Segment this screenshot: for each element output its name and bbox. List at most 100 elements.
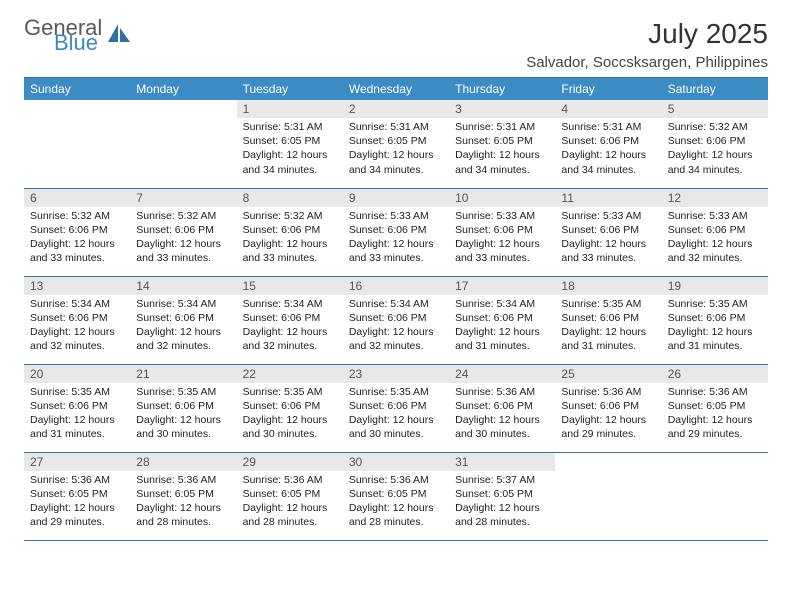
- calendar-cell: 15Sunrise: 5:34 AMSunset: 6:06 PMDayligh…: [237, 276, 343, 364]
- calendar-cell: 13Sunrise: 5:34 AMSunset: 6:06 PMDayligh…: [24, 276, 130, 364]
- day-details: Sunrise: 5:33 AMSunset: 6:06 PMDaylight:…: [343, 207, 449, 270]
- calendar-cell: 21Sunrise: 5:35 AMSunset: 6:06 PMDayligh…: [130, 364, 236, 452]
- day-details: Sunrise: 5:35 AMSunset: 6:06 PMDaylight:…: [555, 295, 661, 358]
- day-details: Sunrise: 5:32 AMSunset: 6:06 PMDaylight:…: [237, 207, 343, 270]
- day-details: Sunrise: 5:36 AMSunset: 6:05 PMDaylight:…: [237, 471, 343, 534]
- day-number: 14: [130, 277, 236, 295]
- month-title: July 2025: [526, 18, 768, 50]
- calendar-cell: 29Sunrise: 5:36 AMSunset: 6:05 PMDayligh…: [237, 452, 343, 540]
- day-details: Sunrise: 5:32 AMSunset: 6:06 PMDaylight:…: [24, 207, 130, 270]
- day-number: 26: [662, 365, 768, 383]
- calendar-cell: 8Sunrise: 5:32 AMSunset: 6:06 PMDaylight…: [237, 188, 343, 276]
- day-details: Sunrise: 5:34 AMSunset: 6:06 PMDaylight:…: [343, 295, 449, 358]
- title-block: July 2025 Salvador, Soccsksargen, Philip…: [526, 18, 768, 71]
- day-number: 25: [555, 365, 661, 383]
- day-details: Sunrise: 5:37 AMSunset: 6:05 PMDaylight:…: [449, 471, 555, 534]
- day-number: 12: [662, 189, 768, 207]
- day-number: 1: [237, 100, 343, 118]
- day-details: Sunrise: 5:35 AMSunset: 6:06 PMDaylight:…: [130, 383, 236, 446]
- day-number: 20: [24, 365, 130, 383]
- calendar-cell: 4Sunrise: 5:31 AMSunset: 6:06 PMDaylight…: [555, 100, 661, 188]
- day-number: 5: [662, 100, 768, 118]
- weekday-header: Tuesday: [237, 78, 343, 101]
- day-details: Sunrise: 5:31 AMSunset: 6:05 PMDaylight:…: [343, 118, 449, 181]
- day-details: Sunrise: 5:36 AMSunset: 6:05 PMDaylight:…: [343, 471, 449, 534]
- calendar-cell: 25Sunrise: 5:36 AMSunset: 6:06 PMDayligh…: [555, 364, 661, 452]
- day-details: Sunrise: 5:31 AMSunset: 6:05 PMDaylight:…: [237, 118, 343, 181]
- calendar-cell: 27Sunrise: 5:36 AMSunset: 6:05 PMDayligh…: [24, 452, 130, 540]
- day-details: Sunrise: 5:34 AMSunset: 6:06 PMDaylight:…: [449, 295, 555, 358]
- day-details: Sunrise: 5:31 AMSunset: 6:06 PMDaylight:…: [555, 118, 661, 181]
- day-number: 15: [237, 277, 343, 295]
- day-details: Sunrise: 5:35 AMSunset: 6:06 PMDaylight:…: [343, 383, 449, 446]
- calendar-cell: 20Sunrise: 5:35 AMSunset: 6:06 PMDayligh…: [24, 364, 130, 452]
- day-number: 22: [237, 365, 343, 383]
- calendar-cell: 23Sunrise: 5:35 AMSunset: 6:06 PMDayligh…: [343, 364, 449, 452]
- day-details: Sunrise: 5:34 AMSunset: 6:06 PMDaylight:…: [130, 295, 236, 358]
- calendar-cell: 9Sunrise: 5:33 AMSunset: 6:06 PMDaylight…: [343, 188, 449, 276]
- calendar-cell: 31Sunrise: 5:37 AMSunset: 6:05 PMDayligh…: [449, 452, 555, 540]
- day-details: Sunrise: 5:32 AMSunset: 6:06 PMDaylight:…: [130, 207, 236, 270]
- calendar-cell: 3Sunrise: 5:31 AMSunset: 6:05 PMDaylight…: [449, 100, 555, 188]
- day-number: 18: [555, 277, 661, 295]
- day-details: Sunrise: 5:35 AMSunset: 6:06 PMDaylight:…: [662, 295, 768, 358]
- day-number: 8: [237, 189, 343, 207]
- day-number: 3: [449, 100, 555, 118]
- day-number: 6: [24, 189, 130, 207]
- calendar-cell: ..: [662, 452, 768, 540]
- calendar-cell: 10Sunrise: 5:33 AMSunset: 6:06 PMDayligh…: [449, 188, 555, 276]
- day-details: Sunrise: 5:36 AMSunset: 6:06 PMDaylight:…: [555, 383, 661, 446]
- logo: General Blue: [24, 18, 132, 54]
- weekday-header: Monday: [130, 78, 236, 101]
- calendar-cell: 14Sunrise: 5:34 AMSunset: 6:06 PMDayligh…: [130, 276, 236, 364]
- day-details: Sunrise: 5:36 AMSunset: 6:05 PMDaylight:…: [662, 383, 768, 446]
- calendar-cell: 28Sunrise: 5:36 AMSunset: 6:05 PMDayligh…: [130, 452, 236, 540]
- day-number: 29: [237, 453, 343, 471]
- weekday-header: Wednesday: [343, 78, 449, 101]
- day-number: 4: [555, 100, 661, 118]
- day-number: 16: [343, 277, 449, 295]
- calendar-cell: 30Sunrise: 5:36 AMSunset: 6:05 PMDayligh…: [343, 452, 449, 540]
- day-number: 13: [24, 277, 130, 295]
- day-number: 11: [555, 189, 661, 207]
- day-number: 27: [24, 453, 130, 471]
- day-details: Sunrise: 5:32 AMSunset: 6:06 PMDaylight:…: [662, 118, 768, 181]
- calendar-table: SundayMondayTuesdayWednesdayThursdayFrid…: [24, 77, 768, 541]
- day-number: 19: [662, 277, 768, 295]
- day-details: Sunrise: 5:33 AMSunset: 6:06 PMDaylight:…: [449, 207, 555, 270]
- day-details: Sunrise: 5:36 AMSunset: 6:05 PMDaylight:…: [24, 471, 130, 534]
- day-number: 17: [449, 277, 555, 295]
- calendar-cell: 16Sunrise: 5:34 AMSunset: 6:06 PMDayligh…: [343, 276, 449, 364]
- calendar-cell: ..: [24, 100, 130, 188]
- day-details: Sunrise: 5:35 AMSunset: 6:06 PMDaylight:…: [24, 383, 130, 446]
- day-number: 2: [343, 100, 449, 118]
- day-number: 10: [449, 189, 555, 207]
- calendar-cell: ..: [555, 452, 661, 540]
- calendar-cell: 22Sunrise: 5:35 AMSunset: 6:06 PMDayligh…: [237, 364, 343, 452]
- calendar-cell: 6Sunrise: 5:32 AMSunset: 6:06 PMDaylight…: [24, 188, 130, 276]
- location-subtitle: Salvador, Soccsksargen, Philippines: [526, 54, 768, 71]
- day-details: Sunrise: 5:33 AMSunset: 6:06 PMDaylight:…: [662, 207, 768, 270]
- calendar-cell: 12Sunrise: 5:33 AMSunset: 6:06 PMDayligh…: [662, 188, 768, 276]
- weekday-header: Sunday: [24, 78, 130, 101]
- day-number: 31: [449, 453, 555, 471]
- day-details: Sunrise: 5:36 AMSunset: 6:06 PMDaylight:…: [449, 383, 555, 446]
- calendar-cell: 11Sunrise: 5:33 AMSunset: 6:06 PMDayligh…: [555, 188, 661, 276]
- day-details: Sunrise: 5:34 AMSunset: 6:06 PMDaylight:…: [237, 295, 343, 358]
- day-number: 30: [343, 453, 449, 471]
- calendar-cell: 5Sunrise: 5:32 AMSunset: 6:06 PMDaylight…: [662, 100, 768, 188]
- calendar-cell: 18Sunrise: 5:35 AMSunset: 6:06 PMDayligh…: [555, 276, 661, 364]
- calendar-header-row: SundayMondayTuesdayWednesdayThursdayFrid…: [24, 78, 768, 101]
- calendar-cell: 26Sunrise: 5:36 AMSunset: 6:05 PMDayligh…: [662, 364, 768, 452]
- logo-text-blue: Blue: [54, 33, 102, 54]
- day-number: 28: [130, 453, 236, 471]
- calendar-cell: ..: [130, 100, 236, 188]
- day-number: 7: [130, 189, 236, 207]
- day-number: 23: [343, 365, 449, 383]
- day-details: Sunrise: 5:31 AMSunset: 6:05 PMDaylight:…: [449, 118, 555, 181]
- calendar-cell: 17Sunrise: 5:34 AMSunset: 6:06 PMDayligh…: [449, 276, 555, 364]
- calendar-cell: 24Sunrise: 5:36 AMSunset: 6:06 PMDayligh…: [449, 364, 555, 452]
- calendar-cell: 1Sunrise: 5:31 AMSunset: 6:05 PMDaylight…: [237, 100, 343, 188]
- calendar-cell: 19Sunrise: 5:35 AMSunset: 6:06 PMDayligh…: [662, 276, 768, 364]
- sail-icon: [106, 22, 132, 49]
